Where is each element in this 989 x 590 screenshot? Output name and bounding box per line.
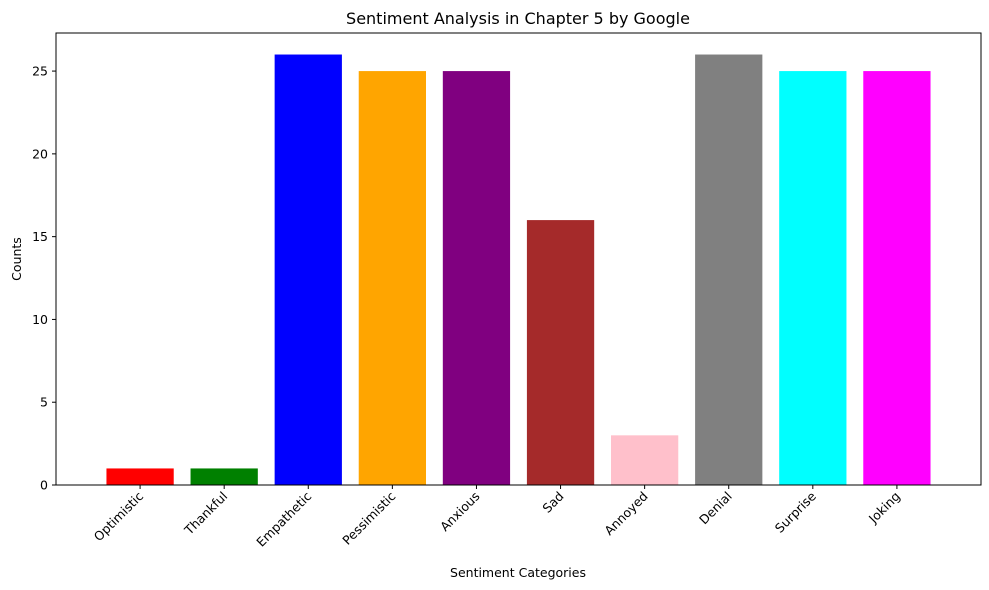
x-tick-label-pessimistic: Pessimistic (339, 488, 398, 547)
bar-empathetic (274, 54, 342, 486)
x-axis-label: Sentiment Categories (450, 565, 586, 580)
bar-anxious (442, 71, 511, 485)
chart-title: Sentiment Analysis in Chapter 5 by Googl… (346, 9, 690, 28)
y-tick-label: 10 (32, 312, 48, 327)
x-tick-label-sad: Sad (539, 489, 566, 516)
bar-thankful (190, 468, 258, 485)
bar-pessimistic (358, 71, 426, 485)
x-tick-label-joking: Joking (865, 489, 903, 527)
x-tick-label-thankful: Thankful (181, 489, 231, 539)
x-tick-label-annoyed: Annoyed (601, 489, 651, 539)
x-axis: Optimistic Thankful Empathetic Pessimistic A… (91, 485, 903, 550)
y-axis-label: Counts (9, 237, 24, 281)
bars-group (106, 54, 931, 486)
x-tick-label-surprise: Surprise (772, 488, 819, 535)
x-tick-label-empathetic: Empathetic (253, 488, 314, 549)
y-tick-label: 0 (40, 478, 48, 493)
bar-annoyed (611, 435, 679, 485)
plot-frame (55, 32, 982, 486)
x-tick-label-denial: Denial (696, 489, 735, 528)
bar-joking (863, 71, 931, 485)
y-tick-label: 20 (32, 146, 48, 161)
bar-surprise (779, 71, 847, 485)
bar-denial (695, 54, 763, 486)
y-tick-label: 25 (32, 64, 48, 79)
y-tick-label: 5 (40, 395, 48, 410)
y-axis: 0 5 10 15 20 25 (32, 64, 56, 493)
bar-sad (526, 220, 595, 486)
y-tick-label: 15 (32, 229, 48, 244)
x-tick-label-optimistic: Optimistic (91, 488, 147, 544)
x-tick-label-anxious: Anxious (437, 489, 483, 535)
bar-optimistic (106, 468, 174, 485)
